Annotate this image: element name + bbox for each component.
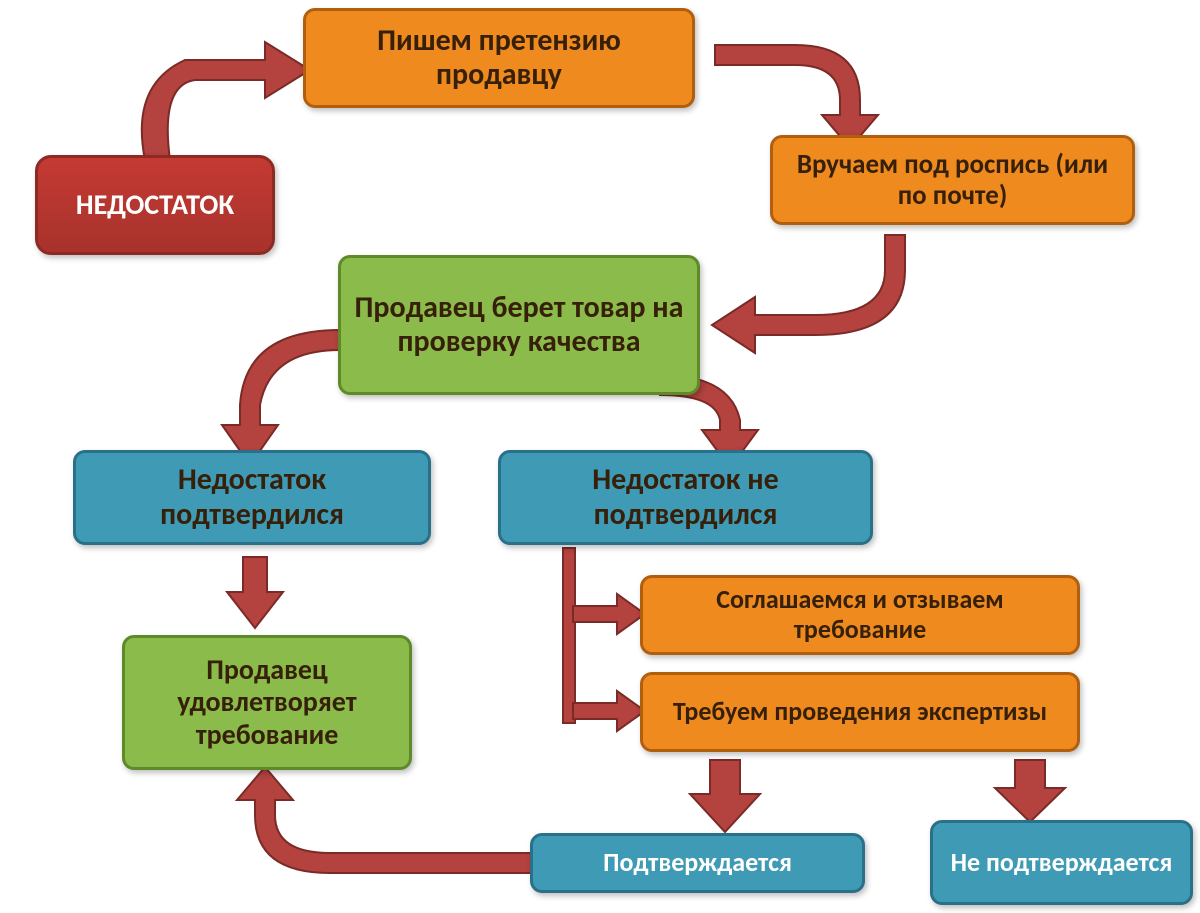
node-agree-withdraw: Соглашаемся и отзываем требование: [640, 575, 1080, 655]
node-demand-exam-label: Требуем проведения экспертизы: [673, 697, 1047, 727]
node-seller-satisfies-label: Продавец удовлетворяет требование: [135, 654, 399, 751]
node-write-claim-label: Пишем претензию продавцу: [316, 24, 682, 93]
arrow-confirmed-to-satisfies-back: [210, 775, 540, 880]
node-not-confirmed-label: Не подтверждается: [951, 848, 1173, 878]
node-deliver-label: Вручаем под роспись (или по почте): [783, 149, 1122, 211]
arrow-deliver-to-check: [700, 230, 910, 350]
arrow-exam-to-notconfirmed: [985, 758, 1075, 826]
arrow-confirmed-to-satisfies: [215, 552, 295, 632]
arrow-exam-to-confirmed: [680, 758, 770, 836]
node-agree-withdraw-label: Соглашаемся и отзываем требование: [653, 585, 1067, 645]
node-defect-confirmed: Недостаток подтвердился: [73, 450, 431, 545]
node-confirmed: Подтверждается: [530, 833, 865, 893]
node-start-label: НЕДОСТАТОК: [76, 189, 234, 221]
node-defect-confirmed-label: Недостаток подтвердился: [86, 463, 418, 532]
node-not-confirmed: Не подтверждается: [930, 820, 1193, 905]
node-seller-check: Продавец берет товар на проверку качеств…: [338, 255, 700, 395]
node-demand-exam: Требуем проведения экспертизы: [640, 672, 1080, 752]
flowchart-canvas: НЕДОСТАТОК Пишем претензию продавцу Вруч…: [0, 0, 1200, 913]
arrow-branch-options: [545, 548, 655, 748]
node-defect-not-confirmed-label: Недостаток не подтвердился: [511, 463, 860, 532]
node-deliver: Вручаем под роспись (или по почте): [770, 135, 1135, 225]
node-seller-satisfies: Продавец удовлетворяет требование: [122, 635, 412, 770]
node-seller-check-label: Продавец берет товар на проверку качеств…: [351, 291, 687, 360]
node-defect-not-confirmed: Недостаток не подтвердился: [498, 450, 873, 545]
node-start: НЕДОСТАТОК: [35, 155, 275, 255]
node-write-claim: Пишем претензию продавцу: [303, 8, 695, 108]
node-confirmed-label: Подтверждается: [603, 848, 792, 878]
arrow-start-to-write: [115, 30, 315, 170]
arrow-write-to-deliver: [710, 20, 910, 150]
